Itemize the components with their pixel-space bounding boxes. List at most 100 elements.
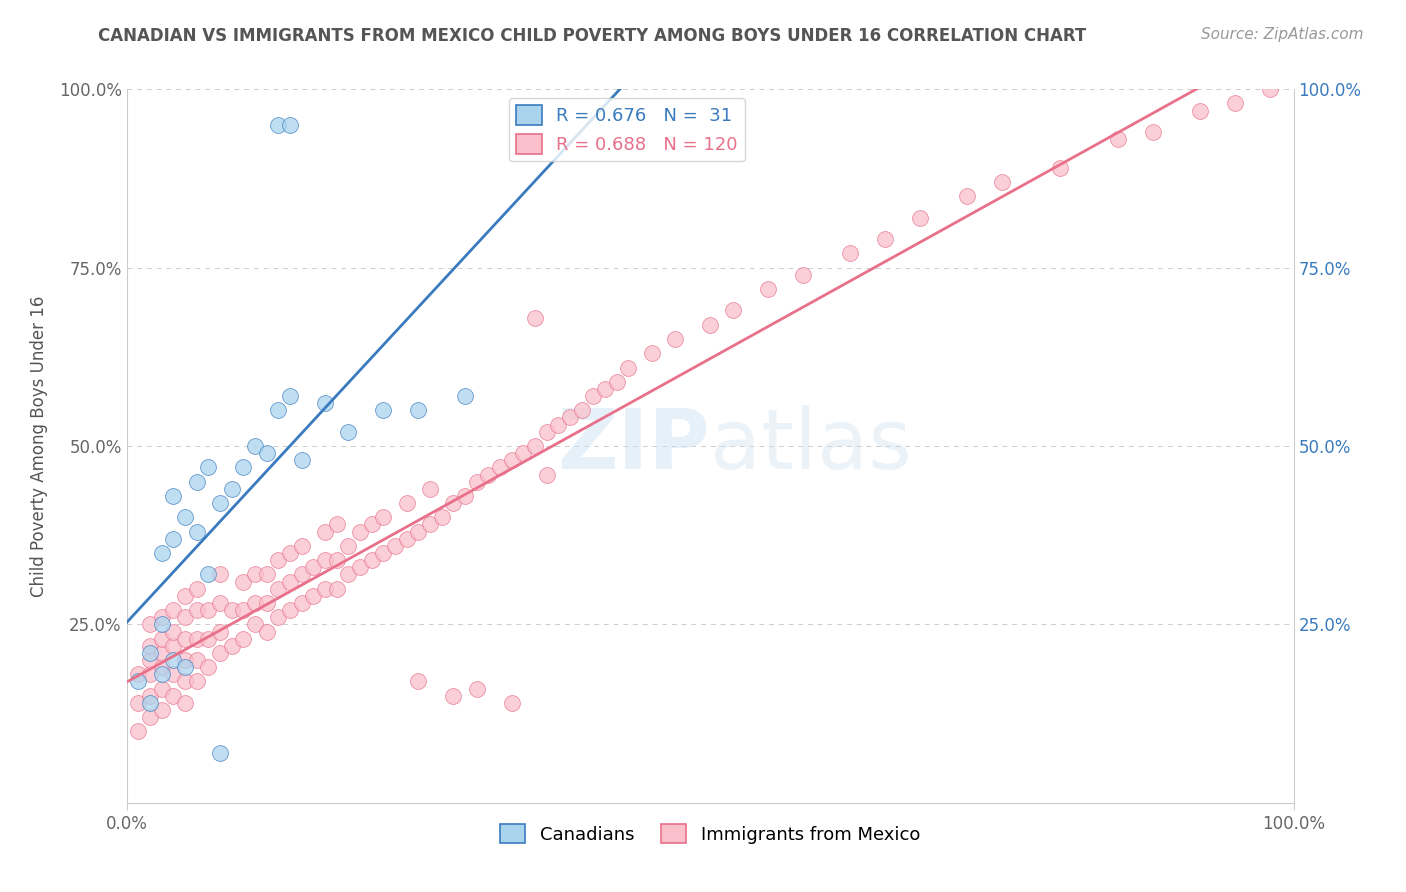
Point <box>723 303 745 318</box>
Point <box>501 453 523 467</box>
Point <box>127 696 149 710</box>
Point <box>127 674 149 689</box>
Point <box>150 546 173 560</box>
Point <box>337 567 360 582</box>
Point <box>408 524 430 539</box>
Point <box>208 496 231 510</box>
Point <box>139 653 162 667</box>
Point <box>243 617 266 632</box>
Point <box>139 667 162 681</box>
Point <box>571 403 593 417</box>
Point <box>337 425 360 439</box>
Text: CANADIAN VS IMMIGRANTS FROM MEXICO CHILD POVERTY AMONG BOYS UNDER 16 CORRELATION: CANADIAN VS IMMIGRANTS FROM MEXICO CHILD… <box>98 27 1087 45</box>
Point <box>349 560 371 574</box>
Point <box>221 482 243 496</box>
Point <box>174 653 197 667</box>
Point <box>536 467 558 482</box>
Point <box>139 639 162 653</box>
Point <box>582 389 605 403</box>
Point <box>1142 125 1164 139</box>
Point <box>314 582 336 596</box>
Point <box>208 646 231 660</box>
Point <box>1258 82 1281 96</box>
Point <box>875 232 897 246</box>
Point <box>256 624 278 639</box>
Point <box>186 524 208 539</box>
Point <box>408 674 430 689</box>
Point <box>197 660 219 674</box>
Point <box>465 681 488 696</box>
Point <box>792 268 814 282</box>
Point <box>174 589 197 603</box>
Point <box>162 639 184 653</box>
Point <box>197 460 219 475</box>
Point <box>150 660 173 674</box>
Point <box>465 475 488 489</box>
Text: ZIP: ZIP <box>558 406 710 486</box>
Point <box>956 189 979 203</box>
Point <box>267 610 290 624</box>
Point <box>302 560 325 574</box>
Point <box>512 446 534 460</box>
Point <box>302 589 325 603</box>
Point <box>395 496 418 510</box>
Point <box>501 696 523 710</box>
Point <box>430 510 453 524</box>
Point <box>699 318 721 332</box>
Point <box>314 524 336 539</box>
Point <box>186 582 208 596</box>
Point <box>489 460 512 475</box>
Point <box>174 660 197 674</box>
Point <box>221 603 243 617</box>
Point <box>419 517 441 532</box>
Point <box>290 567 312 582</box>
Point <box>408 403 430 417</box>
Point <box>243 439 266 453</box>
Point <box>278 603 301 617</box>
Point <box>290 596 312 610</box>
Point <box>150 617 173 632</box>
Point <box>208 567 231 582</box>
Point <box>278 389 301 403</box>
Point <box>174 510 197 524</box>
Point <box>162 689 184 703</box>
Point <box>337 539 360 553</box>
Point <box>174 610 197 624</box>
Point <box>454 389 477 403</box>
Point <box>162 489 184 503</box>
Point <box>232 460 254 475</box>
Point <box>267 553 290 567</box>
Point <box>756 282 779 296</box>
Point <box>150 703 173 717</box>
Y-axis label: Child Poverty Among Boys Under 16: Child Poverty Among Boys Under 16 <box>30 295 48 597</box>
Point <box>127 724 149 739</box>
Point <box>256 567 278 582</box>
Point <box>127 667 149 681</box>
Point <box>990 175 1012 189</box>
Point <box>139 710 162 724</box>
Text: Source: ZipAtlas.com: Source: ZipAtlas.com <box>1201 27 1364 42</box>
Point <box>839 246 862 260</box>
Point <box>232 603 254 617</box>
Point <box>208 746 231 760</box>
Point <box>139 646 162 660</box>
Point <box>314 553 336 567</box>
Point <box>208 596 231 610</box>
Point <box>617 360 640 375</box>
Point <box>547 417 569 432</box>
Point <box>536 425 558 439</box>
Point <box>278 574 301 589</box>
Point <box>186 653 208 667</box>
Point <box>267 403 290 417</box>
Point <box>290 539 312 553</box>
Point <box>232 574 254 589</box>
Point <box>373 546 395 560</box>
Point <box>174 696 197 710</box>
Point <box>150 681 173 696</box>
Point <box>221 639 243 653</box>
Point <box>325 553 347 567</box>
Point <box>162 667 184 681</box>
Point <box>243 596 266 610</box>
Point <box>664 332 686 346</box>
Point <box>325 582 347 596</box>
